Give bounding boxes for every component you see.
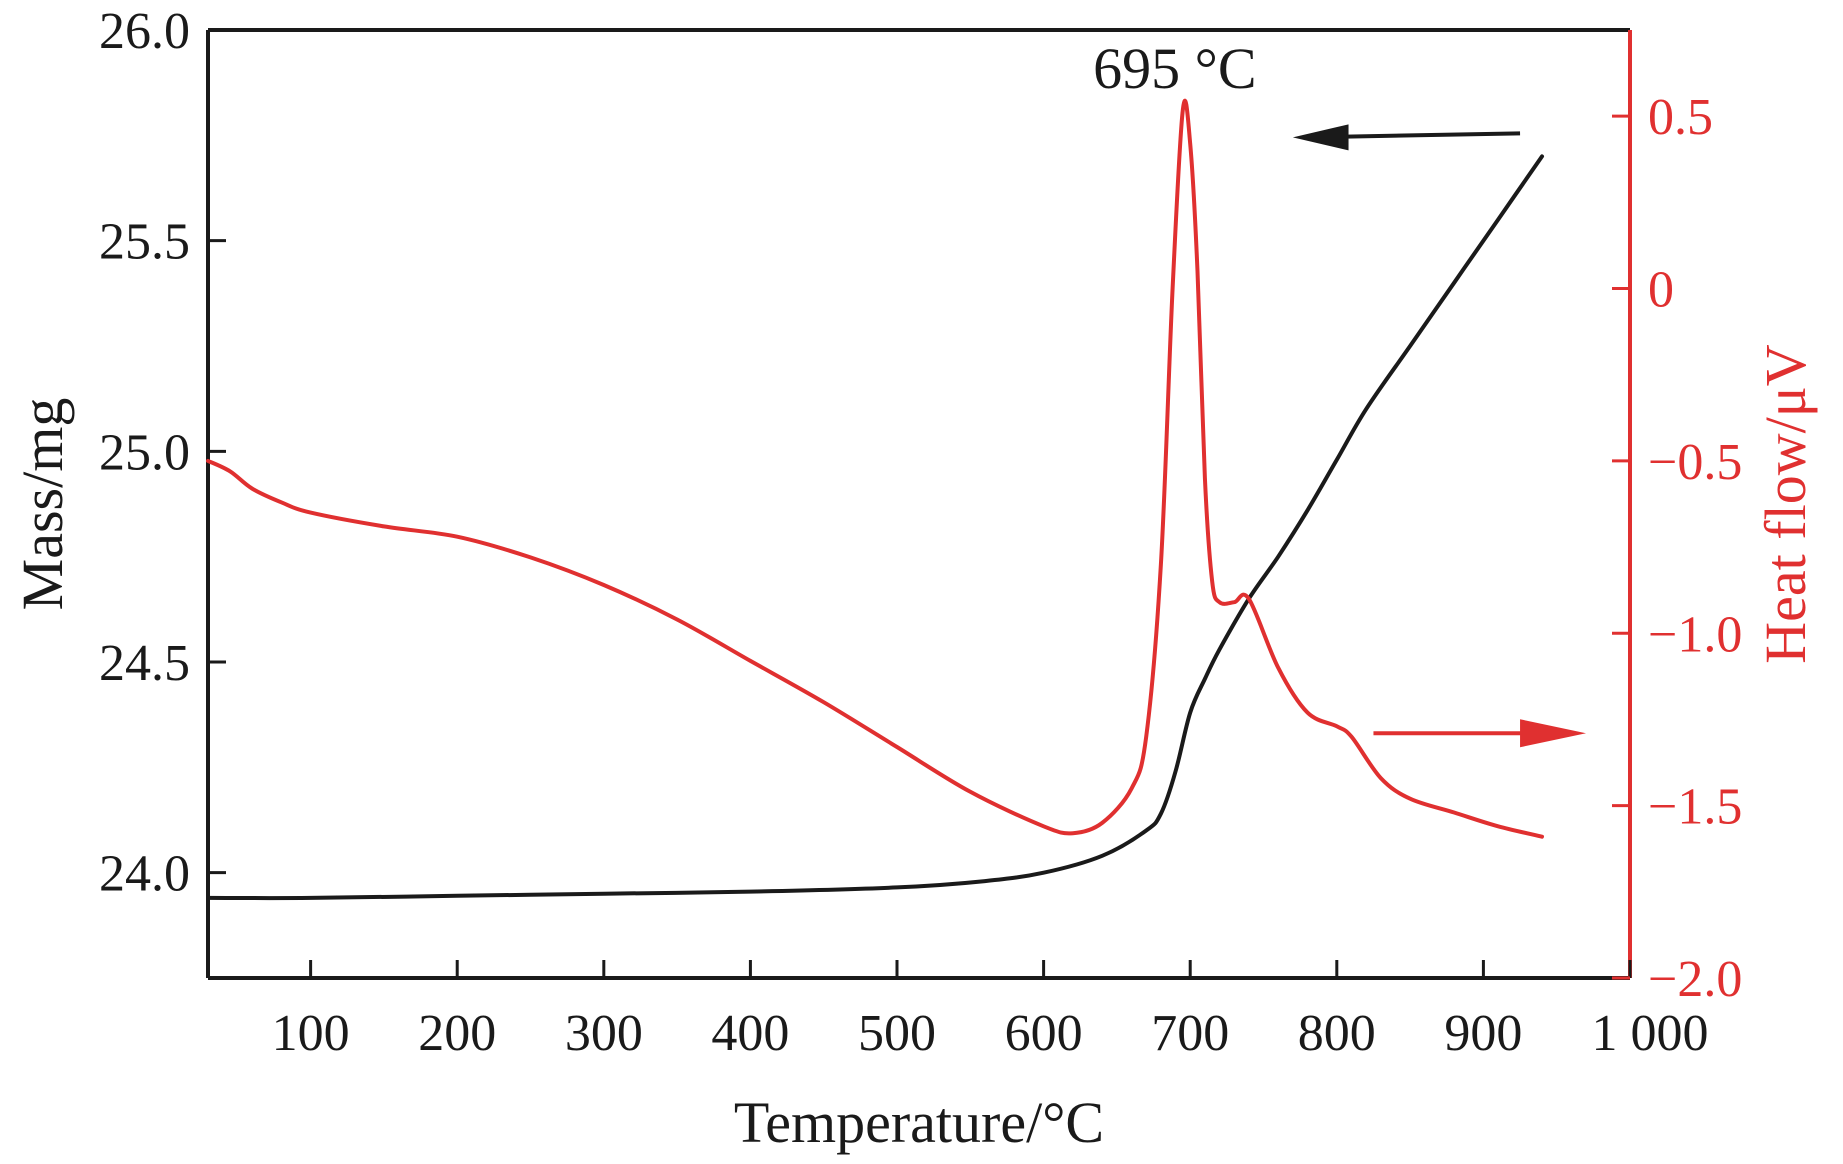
x-tick-label: 500 bbox=[858, 1005, 936, 1062]
right-y-tick-label: 0.5 bbox=[1648, 89, 1713, 146]
left-y-tick-label: 24.5 bbox=[99, 635, 190, 692]
x-tick-label: 100 bbox=[272, 1005, 350, 1062]
x-tick-label: 300 bbox=[565, 1005, 643, 1062]
x-tick-label: 800 bbox=[1298, 1005, 1376, 1062]
right-y-tick-label: −1.0 bbox=[1648, 606, 1742, 663]
x-axis-title: Temperature/°C bbox=[734, 1090, 1104, 1155]
left-y-tick-label: 25.5 bbox=[99, 214, 190, 271]
mass-series-line bbox=[206, 154, 1544, 901]
left-y-tick-label: 25.0 bbox=[99, 424, 190, 481]
left-y-axis-title: Mass/mg bbox=[10, 398, 75, 611]
heat-axis-arrow-head bbox=[1520, 719, 1587, 748]
x-tick-label: 600 bbox=[1005, 1005, 1083, 1062]
x-tick-label: 400 bbox=[711, 1005, 789, 1062]
right-y-tick-label: −1.5 bbox=[1648, 779, 1742, 836]
x-tick-label: 900 bbox=[1444, 1005, 1522, 1062]
x-tick-label: 200 bbox=[418, 1005, 496, 1062]
heat-flow-series-line bbox=[206, 99, 1544, 839]
right-y-tick-label: 0 bbox=[1648, 262, 1674, 319]
left-y-tick-label: 26.0 bbox=[99, 3, 190, 60]
x-tick-label: 1 000 bbox=[1592, 1005, 1709, 1062]
right-y-axis-title: Heat flow/μV bbox=[1753, 344, 1818, 664]
peak-annotation: 695 °C bbox=[1093, 36, 1256, 101]
right-y-tick-label: −2.0 bbox=[1648, 951, 1742, 1008]
left-y-tick-label: 24.0 bbox=[99, 846, 190, 903]
mass-axis-arrow-head bbox=[1292, 124, 1349, 151]
x-tick-label: 700 bbox=[1151, 1005, 1229, 1062]
right-y-tick-label: −0.5 bbox=[1648, 434, 1742, 491]
